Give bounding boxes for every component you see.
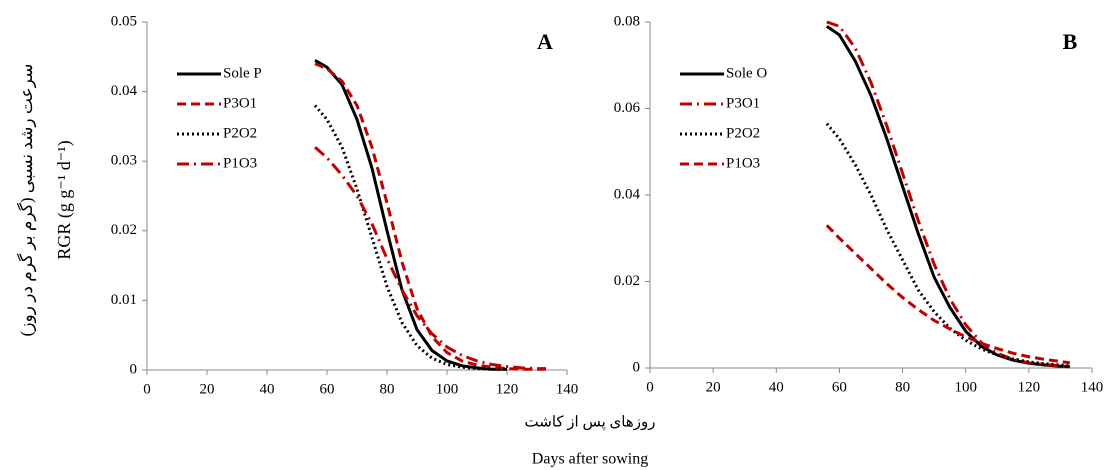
x-tick-label: 60 (832, 379, 847, 395)
legend-label: P3O1 (726, 95, 760, 111)
x-tick-label: 20 (706, 379, 721, 395)
x-tick-label: 60 (320, 381, 335, 397)
series-line (314, 62, 546, 371)
x-tick-label: 140 (556, 381, 579, 397)
x-tick-label: 100 (436, 381, 459, 397)
x-tick-label: 0 (646, 379, 654, 395)
legend-label: P3O1 (223, 95, 257, 111)
x-tick-label: 120 (1018, 379, 1041, 395)
x-tick-label: 80 (895, 379, 910, 395)
x-axis-label-persian: روزهای پس از کاشت (525, 414, 656, 430)
x-axis-label: Days after sowing (532, 451, 648, 468)
panel-label: A (537, 29, 553, 54)
y-tick-label: 0.08 (614, 13, 640, 29)
y-tick-label: 0.02 (111, 222, 137, 238)
series-line (825, 25, 1070, 369)
x-tick-label: 100 (954, 379, 977, 395)
y-tick-label: 0.06 (614, 100, 641, 116)
legend-label: Sole P (223, 65, 262, 81)
x-tick-label: 120 (496, 381, 519, 397)
x-tick-label: 20 (200, 381, 215, 397)
y-tick-label: 0 (130, 361, 138, 377)
x-tick-label: 0 (143, 381, 151, 397)
legend-label: P2O2 (726, 125, 760, 141)
legend-label: P2O2 (223, 125, 257, 141)
y-axis-label: RGR (g g⁻¹ d⁻¹) (54, 140, 75, 259)
y-tick-label: 0.03 (111, 153, 137, 169)
x-tick-label: 40 (769, 379, 784, 395)
x-tick-label: 140 (1081, 379, 1104, 395)
legend-label: Sole O (726, 65, 767, 81)
y-tick-label: 0.01 (111, 292, 137, 308)
y-tick-label: 0.02 (614, 273, 640, 289)
legend-label: P1O3 (726, 155, 760, 171)
x-tick-label: 80 (380, 381, 395, 397)
y-tick-label: 0.05 (111, 13, 137, 29)
y-tick-label: 0 (633, 359, 641, 375)
panel-label: B (1063, 29, 1078, 54)
series-line (825, 224, 1071, 365)
series-line (313, 104, 507, 371)
series-line (826, 20, 1071, 369)
x-tick-label: 40 (260, 381, 275, 397)
y-tick-label: 0.04 (614, 186, 641, 202)
series-line (314, 58, 507, 371)
series-line (314, 146, 546, 371)
legend-label: P1O3 (223, 155, 257, 171)
y-axis-label-persian: سرعت رشد نسبی (گرم بر گرم در روز) (16, 64, 37, 337)
y-tick-label: 0.04 (111, 83, 138, 99)
